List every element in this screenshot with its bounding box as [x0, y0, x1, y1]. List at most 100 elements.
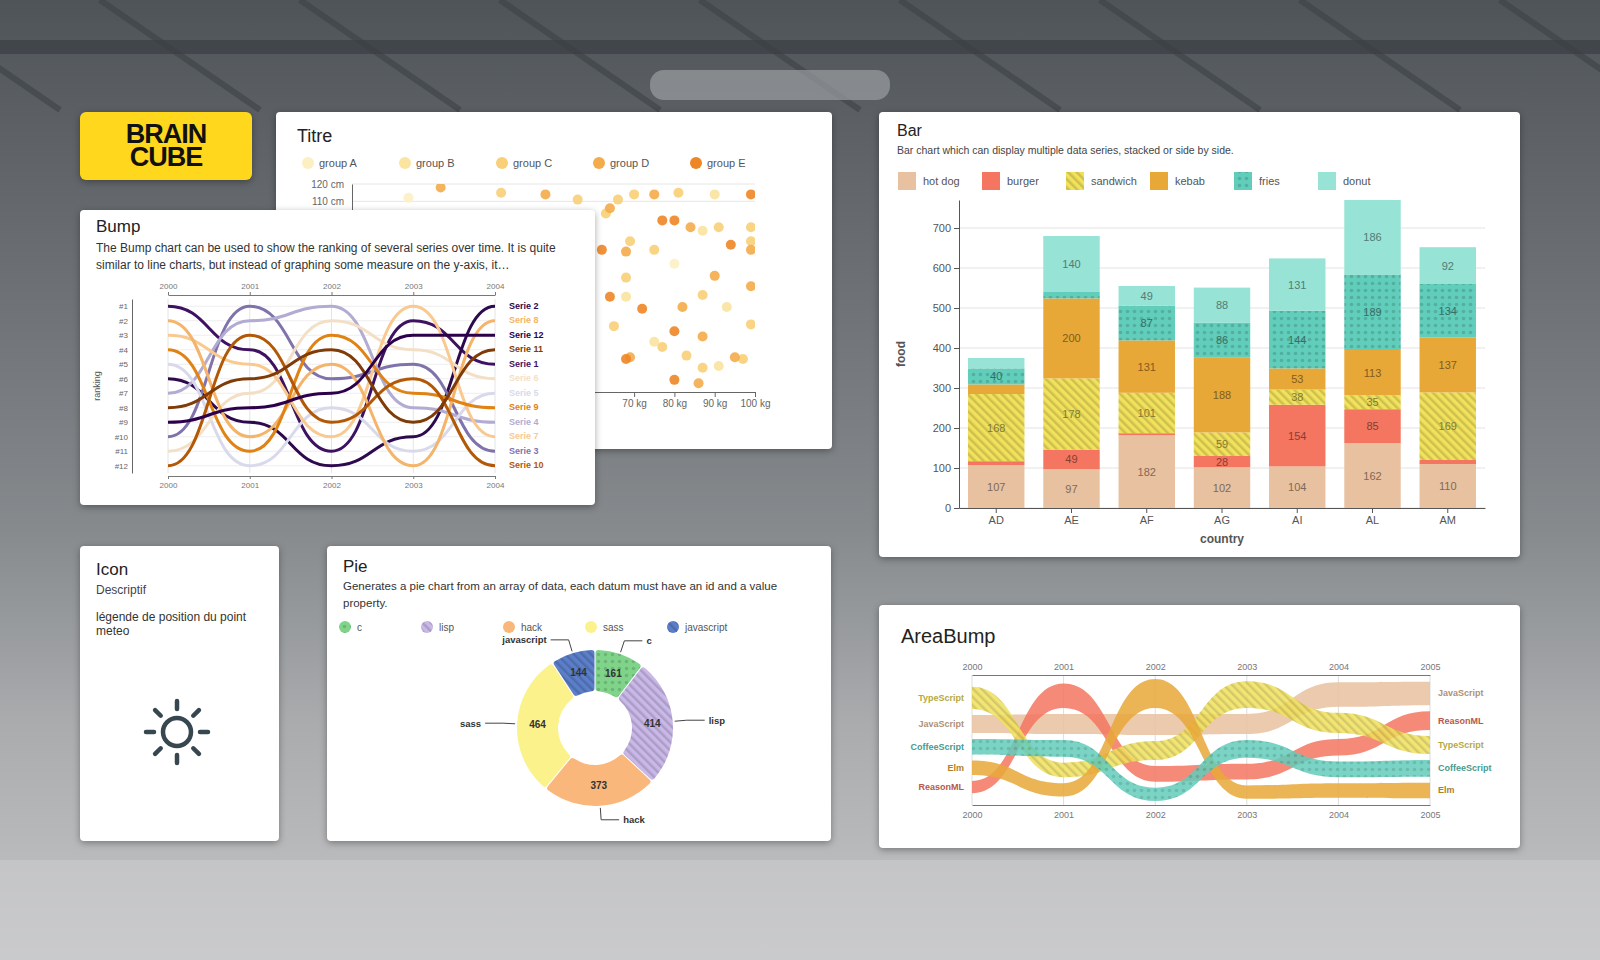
data-label: 182: [1138, 466, 1156, 478]
point: [573, 195, 583, 205]
tick-mark: [495, 292, 496, 295]
x-axis-bottom: 200020012002200320042005: [962, 805, 1440, 820]
tick-label: 2002: [323, 282, 341, 291]
series-label: Serie 4: [509, 417, 539, 427]
bar: [1269, 368, 1325, 389]
tick-label: 70 kg: [622, 398, 646, 409]
series-label: CoffeeScript: [1438, 763, 1492, 773]
tick-label: AG: [1214, 514, 1230, 526]
series-label: TypeScript: [1438, 740, 1484, 750]
data-label: 144: [570, 667, 587, 678]
grid-line: [959, 268, 1485, 269]
tick-label: 200: [933, 422, 951, 434]
data-label: 87: [1141, 317, 1153, 329]
point: [694, 378, 704, 388]
axis-line: [959, 201, 960, 509]
bar: [1119, 433, 1175, 435]
point: [637, 304, 647, 314]
tick-mark: [1146, 508, 1147, 513]
legend-label: burger: [1007, 175, 1039, 187]
tick-mark: [250, 292, 251, 295]
data-label: 86: [1216, 334, 1228, 346]
link-label: c: [646, 635, 651, 646]
bar: [1119, 435, 1175, 508]
bar: [1194, 357, 1250, 432]
tick: 500: [933, 302, 959, 314]
sun-ray: [146, 730, 154, 735]
beam: [500, 0, 660, 110]
tick-mark: [1222, 508, 1223, 513]
grid-line: [495, 299, 496, 473]
legend-label: sandwich: [1091, 175, 1137, 187]
tick: AG: [1214, 508, 1230, 526]
grid-line: [249, 299, 250, 473]
grid-line: [352, 201, 755, 202]
chart-title: Titre: [297, 126, 332, 146]
series-label: TypeScript: [918, 693, 964, 703]
data-label: 168: [987, 422, 1005, 434]
tick-label: 2003: [405, 481, 423, 490]
tick: #8: [119, 404, 132, 413]
bar: [1420, 464, 1476, 508]
series-label: Serie 1: [509, 359, 539, 369]
tick: 2001: [241, 476, 259, 490]
link-line: [551, 640, 572, 651]
point: [621, 273, 631, 283]
tick: AI: [1292, 508, 1302, 526]
tick-label: AI: [1292, 514, 1302, 526]
bar: [968, 368, 1024, 384]
x-axis-bottom: 20002001200220032004: [160, 476, 505, 490]
bar: [1119, 340, 1175, 392]
legend-label: group A: [319, 157, 358, 169]
slices: [517, 650, 673, 806]
tick: #6: [119, 375, 132, 384]
sun-ray: [155, 748, 161, 754]
tick: 2000: [962, 662, 982, 675]
series-label: Serie 7: [509, 431, 539, 441]
sun-ray: [175, 701, 180, 709]
tick: 600: [933, 262, 959, 274]
data-label: 200: [1062, 332, 1080, 344]
tick-label: 2005: [1420, 810, 1440, 820]
series-label: Serie 11: [509, 344, 543, 354]
tick-mark: [332, 476, 333, 479]
tick: 300: [933, 382, 959, 394]
link-line: [621, 641, 643, 652]
tick: #4: [119, 346, 132, 355]
tick-mark: [168, 292, 169, 295]
subtitle: Generates a pie chart from an array of d…: [343, 578, 819, 612]
card-text: légende de position du point meteo: [96, 610, 266, 638]
legend-label: donut: [1343, 175, 1371, 187]
tick-label: 2000: [962, 810, 982, 820]
tick: 2002: [323, 476, 341, 490]
series-line: [168, 335, 495, 422]
tick-mark: [413, 292, 414, 295]
bar: [1043, 298, 1099, 378]
tick: 2004: [487, 476, 505, 490]
tick: 400: [933, 342, 959, 354]
legend-label: javascript: [684, 622, 727, 633]
point: [669, 375, 679, 385]
data-label: 88: [1216, 299, 1228, 311]
tick-label: #8: [119, 404, 128, 413]
tick: 2001: [1054, 662, 1074, 675]
series-label: Serie 8: [509, 315, 539, 325]
point: [746, 189, 755, 199]
tick-mark: [1071, 508, 1072, 513]
legend-swatch: [503, 621, 515, 633]
series-line: [168, 321, 495, 452]
bar: [1119, 286, 1175, 306]
link-label: sass: [460, 718, 481, 729]
data-label: 186: [1363, 231, 1381, 243]
grid-line: [959, 228, 1485, 229]
legend-swatch: [421, 621, 433, 633]
tick-label: 2001: [241, 481, 259, 490]
tick-mark: [495, 476, 496, 479]
legend-swatch: [1066, 172, 1084, 190]
legend: hot dogburgersandwichkebabfriesdonut: [898, 172, 1371, 190]
point: [540, 189, 550, 199]
data-label: 131: [1138, 361, 1156, 373]
tick-label: #2: [119, 317, 128, 326]
data-label: 162: [1363, 470, 1381, 482]
legend-swatch: [667, 621, 679, 633]
